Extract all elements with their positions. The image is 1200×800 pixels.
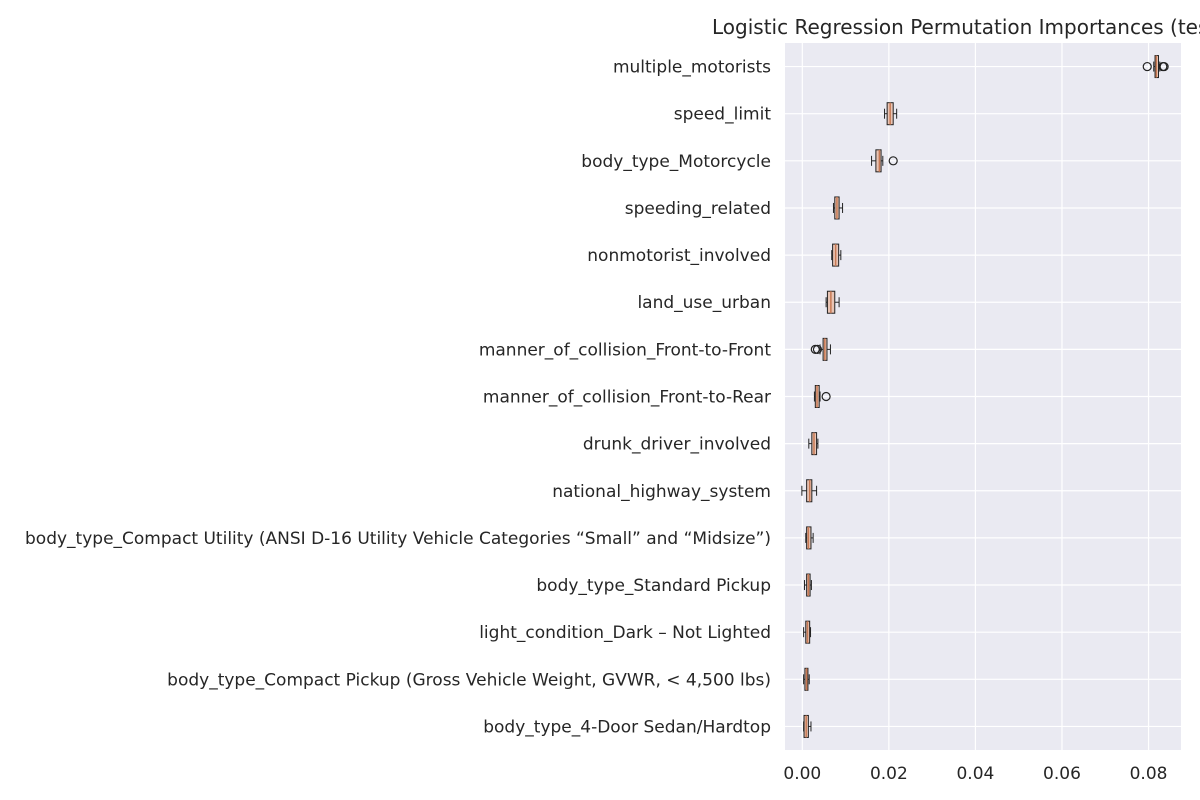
y-tick-label: manner_of_collision_Front-to-Front (479, 340, 772, 360)
box-13 (803, 620, 812, 644)
box-15 (803, 714, 812, 738)
y-tick-label: nonmotorist_involved (587, 246, 771, 266)
y-tick-label: manner_of_collision_Front-to-Rear (483, 388, 771, 408)
outlier-point (812, 344, 823, 354)
x-tick-label: 0.00 (783, 764, 821, 784)
box-series (801, 55, 1169, 738)
box-12 (803, 573, 812, 597)
grid-lines (785, 43, 1181, 750)
box-4 (832, 196, 844, 220)
box-14 (803, 667, 810, 691)
box-3 (871, 149, 898, 173)
box-10 (801, 479, 818, 503)
y-tick-label: body_type_Motorcycle (581, 152, 771, 172)
y-tick-label: land_use_urban (637, 293, 771, 313)
box-7 (810, 337, 831, 361)
iqr-box (875, 149, 882, 173)
y-tick-label: national_highway_system (552, 482, 771, 502)
y-tick-labels: multiple_motorists speed_limit body_type_M… (25, 58, 771, 738)
x-tick-label: 0.02 (870, 764, 908, 784)
x-tick-label: 0.04 (956, 764, 994, 784)
outlier-point (1159, 61, 1169, 72)
y-tick-label: body_type_Standard Pickup (536, 576, 771, 596)
box-2 (884, 102, 898, 126)
y-tick-label: speed_limit (674, 105, 772, 125)
chart-title: Logistic Regression Permutation Importan… (712, 15, 1200, 39)
box-5 (831, 243, 842, 267)
outlier-point (888, 156, 898, 166)
outlier-point (1142, 61, 1152, 72)
box-8 (813, 385, 831, 408)
y-tick-label: body_type_Compact Pickup (Gross Vehicle … (167, 670, 771, 690)
x-tick-labels: 0.00 0.02 0.04 0.06 0.08 (783, 764, 1167, 784)
y-tick-label: multiple_motorists (613, 58, 771, 78)
y-tick-label: body_type_4-Door Sedan/Hardtop (483, 717, 771, 737)
y-tick-label: drunk_driver_involved (583, 435, 771, 455)
box-9 (808, 432, 819, 456)
box-11 (805, 526, 814, 550)
x-tick-label: 0.08 (1130, 764, 1168, 784)
y-tick-label: speeding_related (625, 199, 771, 219)
outlier-point (821, 391, 831, 402)
box-1 (1142, 55, 1169, 79)
y-tick-label: body_type_Compact Utility (ANSI D-16 Uti… (25, 529, 771, 549)
y-tick-label: light_condition_Dark – Not Lighted (479, 623, 771, 643)
box-6 (825, 290, 840, 314)
x-tick-label: 0.06 (1043, 764, 1081, 784)
